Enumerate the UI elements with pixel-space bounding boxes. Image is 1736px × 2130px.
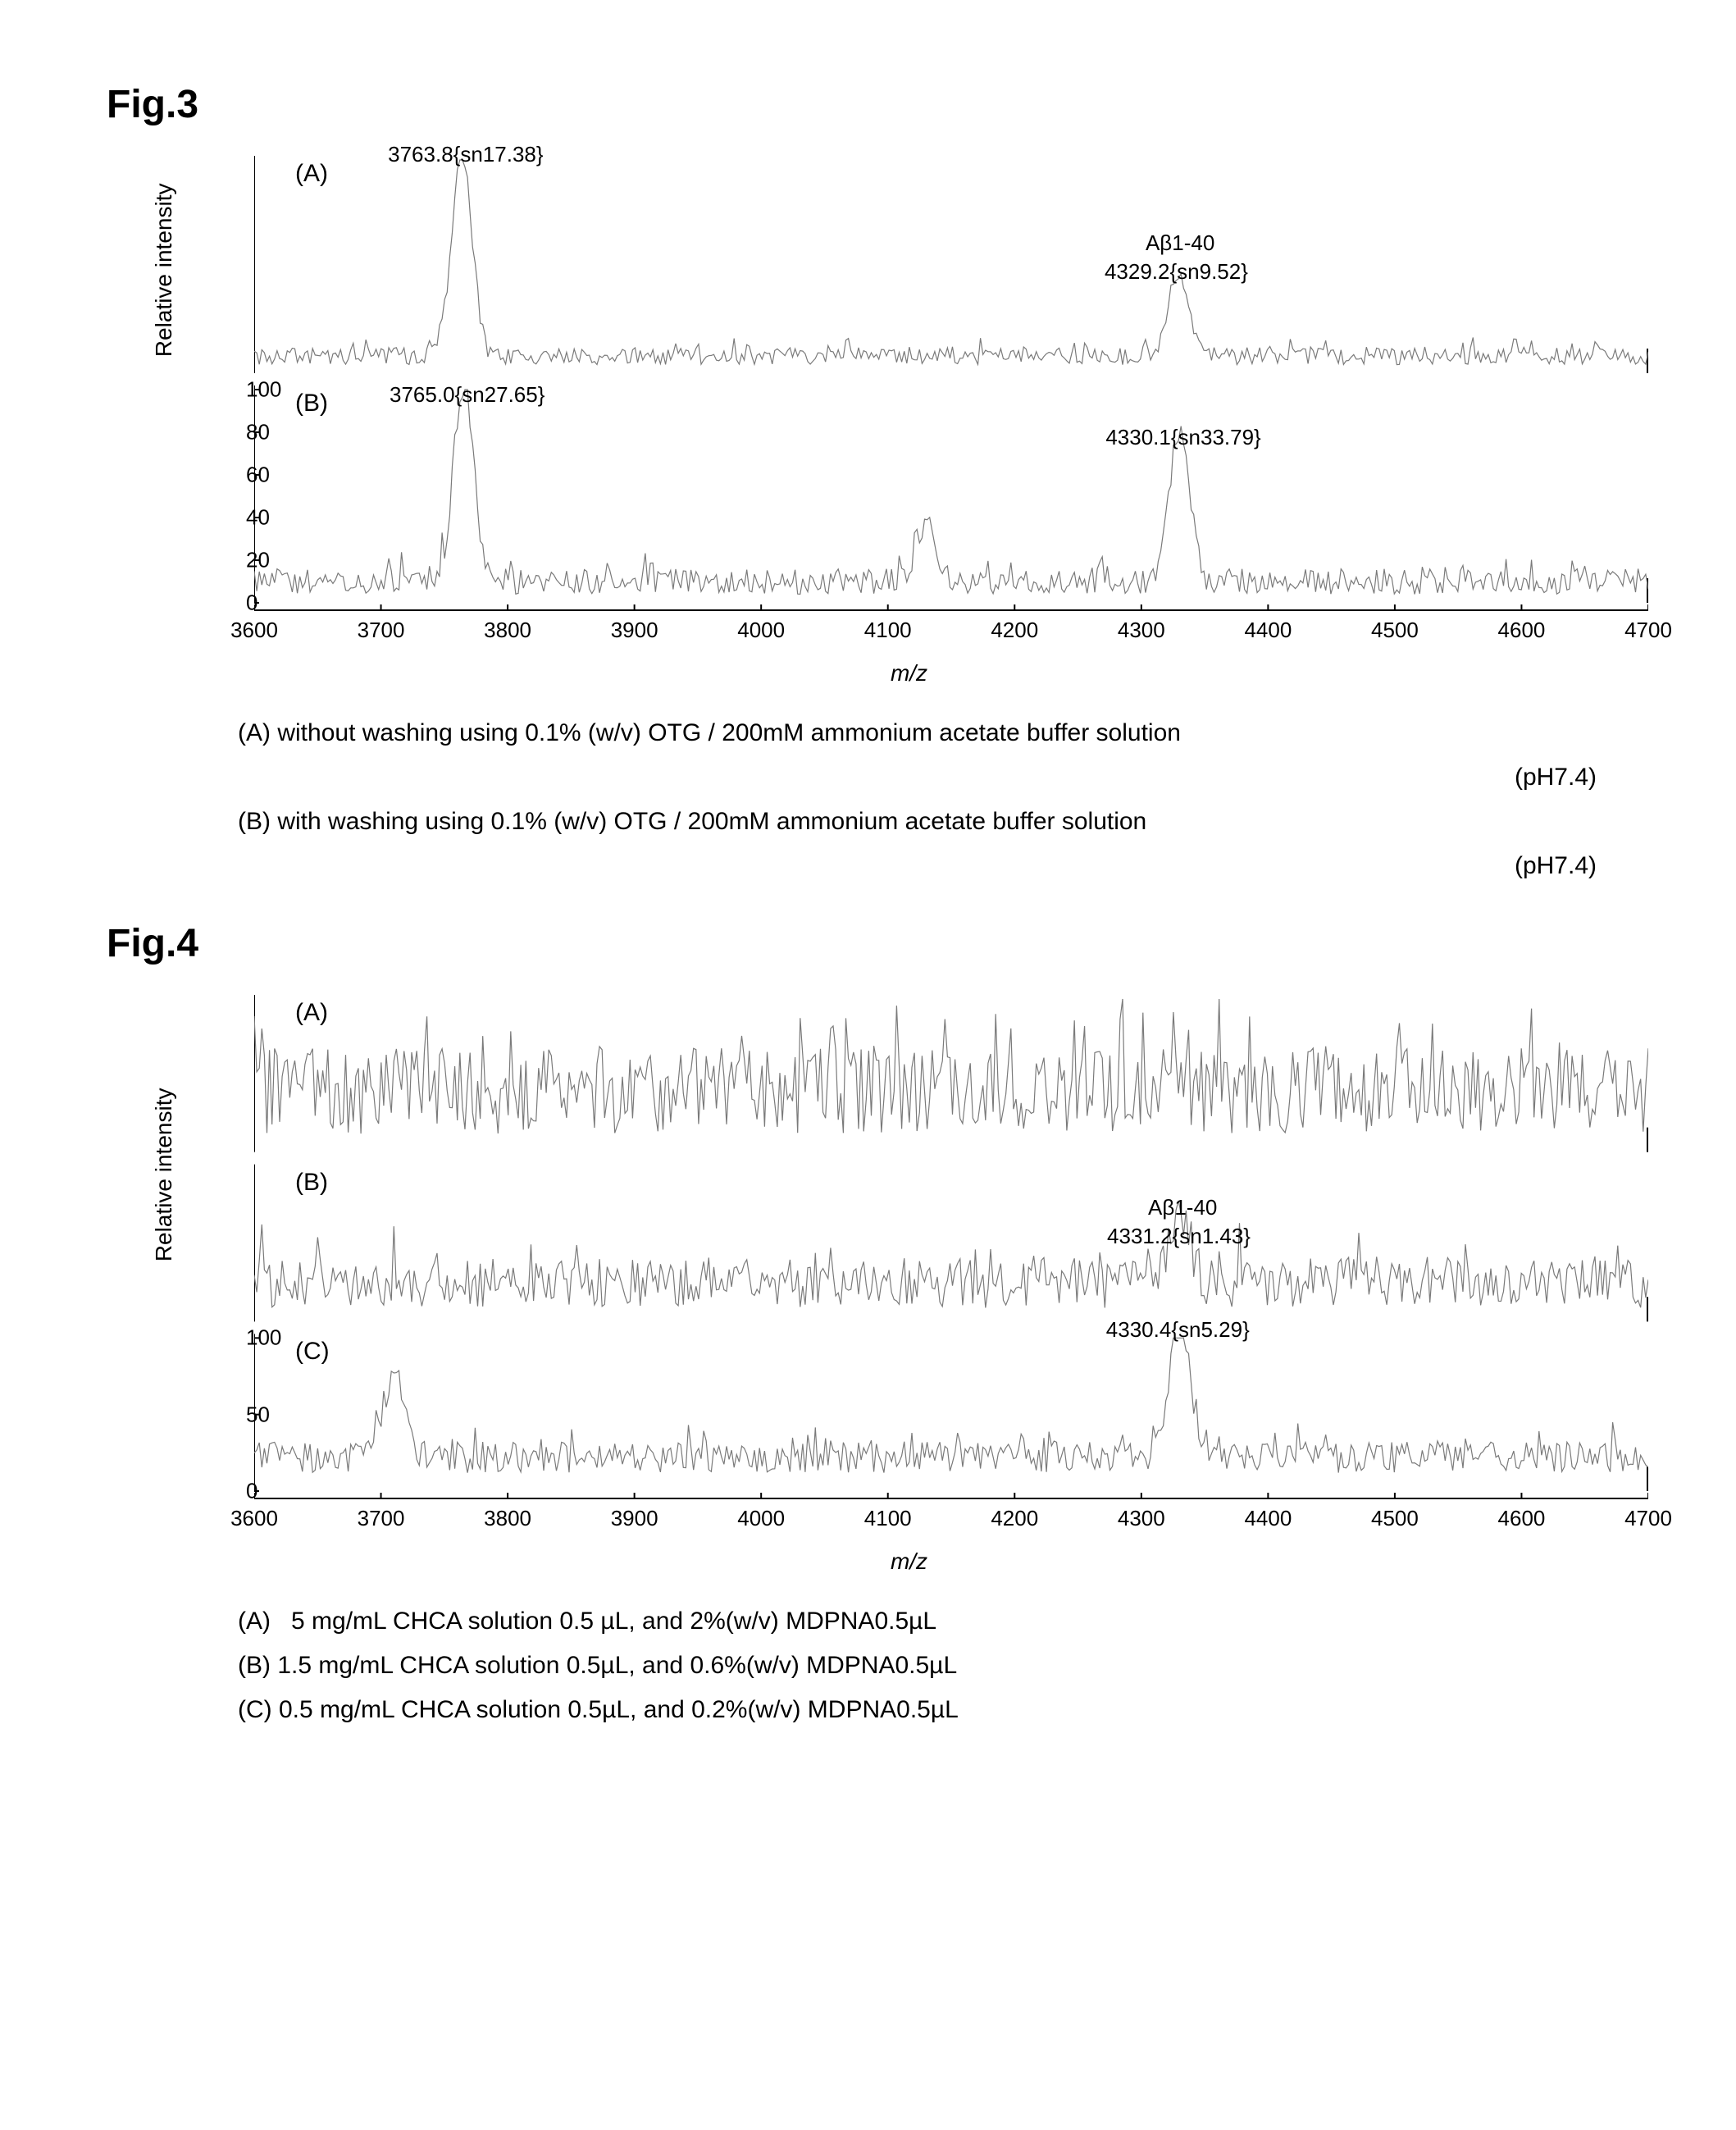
fig4-caption-a-text: 5 mg/mL CHCA solution 0.5 µL, and 2%(w/v… <box>291 1608 936 1635</box>
fig4-xtick-3900: 3900 <box>611 1506 658 1531</box>
fig3-xtick-4200: 4200 <box>991 618 1038 643</box>
fig4-caption-b: (B) 1.5 mg/mL CHCA solution 0.5µL, and 0… <box>238 1644 1629 1688</box>
fig3-caption-b-tail: (pH7.4) <box>238 844 1629 888</box>
fig3-caption-a-text: without washing using 0.1% (w/v) OTG / 2… <box>277 719 1181 746</box>
fig4-caption-a: (A) 5 mg/mL CHCA solution 0.5 µL, and 2%… <box>238 1599 1629 1644</box>
fig4-caption-b-prefix: (B) <box>238 1652 271 1679</box>
fig4-xtick-4200: 4200 <box>991 1506 1038 1531</box>
fig4-xtick-4100: 4100 <box>864 1506 912 1531</box>
fig4-spectrum-svg <box>254 991 1648 1499</box>
fig3-xtick-3900: 3900 <box>611 618 658 643</box>
fig3-ylabel: Relative intensity <box>151 184 177 358</box>
fig3-captions: (A) without washing using 0.1% (w/v) OTG… <box>238 711 1629 888</box>
fig3-caption-b-prefix: (B) <box>238 808 271 835</box>
fig4-xtick-4000: 4000 <box>737 1506 785 1531</box>
fig3-chart-area: Relative intensity 020406080100 36003700… <box>172 152 1629 611</box>
fig3-caption-a: (A) without washing using 0.1% (w/v) OTG… <box>238 711 1629 800</box>
fig4-peak-annotation-1-0: Aβ1-40 <box>1148 1195 1217 1220</box>
fig3-panel-letter-1: (B) <box>295 390 328 417</box>
fig3-xlabel: m/z <box>189 660 1629 686</box>
fig3-title: Fig.3 <box>107 82 1629 127</box>
fig3-caption-a-prefix: (A) <box>238 719 271 746</box>
fig4-caption-c: (C) 0.5 mg/mL CHCA solution 0.5µL, and 0… <box>238 1688 1629 1732</box>
fig4-panel-letter-2: (C) <box>295 1338 330 1366</box>
fig4-peak-label-1-0: 4331.2{sn1.43} <box>1107 1224 1251 1249</box>
fig3-xtick-4500: 4500 <box>1371 618 1419 643</box>
fig3-xtick-4700: 4700 <box>1624 618 1672 643</box>
fig4-peak-label-2-1: 4330.4{sn5.29} <box>1106 1317 1250 1343</box>
fig4-caption-c-prefix: (C) <box>238 1696 272 1723</box>
fig4-xtick-3700: 3700 <box>358 1506 405 1531</box>
fig4-xtick-4500: 4500 <box>1371 1506 1419 1531</box>
fig4-xtick-3600: 3600 <box>230 1506 278 1531</box>
fig4-panel-letter-1: (B) <box>295 1169 328 1197</box>
fig3-peak-label-1-0: 3765.0{sn27.65} <box>390 382 544 408</box>
fig4-caption-a-prefix: (A) <box>238 1608 271 1635</box>
fig4-captions: (A) 5 mg/mL CHCA solution 0.5 µL, and 2%… <box>238 1599 1629 1732</box>
fig4-xtick-4700: 4700 <box>1624 1506 1672 1531</box>
fig3-xtick-4300: 4300 <box>1118 618 1165 643</box>
fig3-caption-a-tail: (pH7.4) <box>238 755 1629 800</box>
fig4-xtick-4400: 4400 <box>1244 1506 1292 1531</box>
fig3-xtick-3800: 3800 <box>484 618 531 643</box>
fig3-peak-label-0-0: 3763.8{sn17.38} <box>388 142 543 167</box>
fig3-spectrum-svg <box>254 152 1648 611</box>
fig3-caption-b-text: with washing using 0.1% (w/v) OTG / 200m… <box>277 808 1146 835</box>
fig3-xtick-3700: 3700 <box>358 618 405 643</box>
fig3-xtick-3600: 3600 <box>230 618 278 643</box>
fig3-caption-b: (B) with washing using 0.1% (w/v) OTG / … <box>238 800 1629 888</box>
fig3-peak-annotation-0-1: Aβ1-40 <box>1146 230 1214 256</box>
fig3-peak-label-0-1: 4329.2{sn9.52} <box>1105 259 1248 285</box>
fig3-xtick-4600: 4600 <box>1498 618 1546 643</box>
fig4-caption-c-text: 0.5 mg/mL CHCA solution 0.5µL, and 0.2%(… <box>279 1696 959 1723</box>
fig4-ylabel: Relative intensity <box>151 1088 177 1262</box>
fig3-panel-letter-0: (A) <box>295 160 328 188</box>
fig3-peak-label-1-2: 4330.1{sn33.79} <box>1105 425 1260 450</box>
fig3-xtick-4400: 4400 <box>1244 618 1292 643</box>
fig4-xtick-3800: 3800 <box>484 1506 531 1531</box>
fig4-xlabel: m/z <box>189 1548 1629 1575</box>
fig4-chart-area: Relative intensity 050100 36003700380039… <box>172 991 1629 1499</box>
fig3-xtick-4100: 4100 <box>864 618 912 643</box>
fig4-xtick-4600: 4600 <box>1498 1506 1546 1531</box>
fig3-xtick-4000: 4000 <box>737 618 785 643</box>
fig4-xtick-4300: 4300 <box>1118 1506 1165 1531</box>
fig4-title: Fig.4 <box>107 921 1629 966</box>
fig4-panel-letter-0: (A) <box>295 999 328 1027</box>
fig4-caption-b-text: 1.5 mg/mL CHCA solution 0.5µL, and 0.6%(… <box>277 1652 957 1679</box>
